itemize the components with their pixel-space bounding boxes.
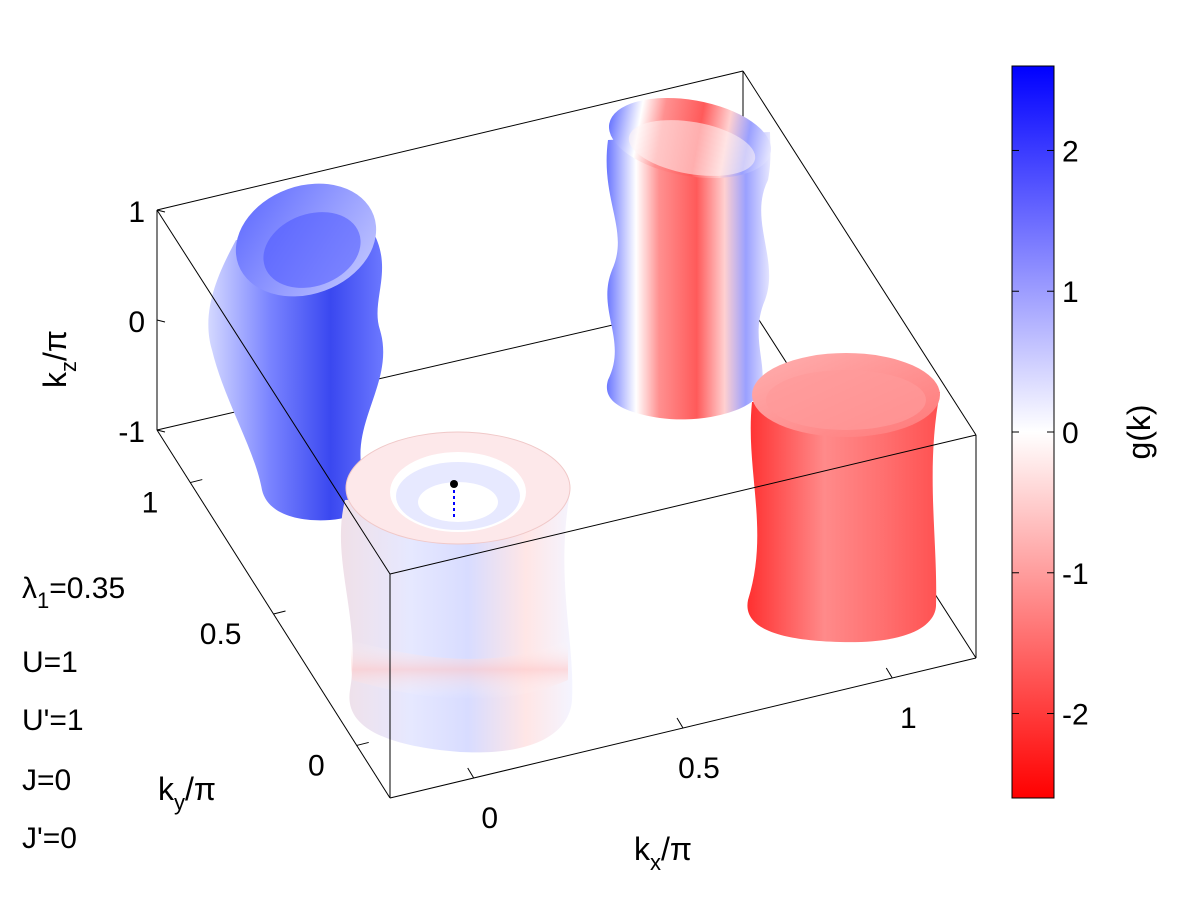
x-tick-mark <box>885 667 893 679</box>
z-axis-ticks: -1 0 1 <box>118 196 166 449</box>
param-u-prime: U'=1 <box>22 704 84 737</box>
surface-kx1-ky0 <box>747 353 940 643</box>
param-u: U=1 <box>22 646 78 679</box>
surface-kx0-ky0 <box>340 431 573 753</box>
param-lambda: λ1=0.35 <box>22 572 125 613</box>
colorbar-tick-label: 2 <box>1062 135 1079 168</box>
y-tick-label: 0 <box>308 749 325 782</box>
fermi-surfaces <box>208 97 940 753</box>
x-axis-label: kx/π <box>634 831 692 875</box>
x-tick-mark <box>467 767 475 779</box>
y-tick-label: 1 <box>142 487 159 520</box>
z-tick-label: 0 <box>128 306 145 339</box>
y-axis-label: ky/π <box>158 771 216 815</box>
z-tick-label: 1 <box>128 196 145 229</box>
param-j-prime: J'=0 <box>22 822 77 855</box>
x-tick-label: 1 <box>900 702 917 735</box>
surface-kx1-ky1 <box>606 97 772 420</box>
z-tick-mark <box>156 209 166 213</box>
x-axis-ticks: 00.51 <box>467 667 917 835</box>
colorbar-ticks: 2 1 0 -1 -2 <box>1012 135 1089 732</box>
x-tick-mark <box>676 717 684 729</box>
colorbar-label: g(k) <box>1121 404 1157 459</box>
z-tick-mark <box>156 429 166 433</box>
z-axis-label: kz/π <box>37 330 81 388</box>
x-tick-label: 0 <box>481 802 498 835</box>
colorbar-tick-label: -2 <box>1062 699 1089 732</box>
y-tick-mark <box>356 741 369 746</box>
surface-kx0-ky1 <box>208 183 384 521</box>
colorbar-tick-label: -1 <box>1062 558 1089 591</box>
colorbar-tick-label: 1 <box>1062 276 1079 309</box>
param-j: J=0 <box>22 764 71 797</box>
y-tick-mark <box>273 610 286 615</box>
colorbar-tick-label: 0 <box>1062 417 1079 450</box>
y-tick-label: 0.5 <box>200 618 242 651</box>
y-tick-mark <box>190 479 203 484</box>
z-tick-mark <box>156 319 166 323</box>
x-tick-label: 0.5 <box>678 752 720 785</box>
colorbar: 2 1 0 -1 -2 g(k) <box>1011 65 1157 799</box>
y-axis-ticks: 00.51 <box>142 479 369 782</box>
z-tick-label: -1 <box>118 416 145 449</box>
parameter-annotations: λ1=0.35 U=1 U'=1 J=0 J'=0 <box>22 572 125 855</box>
